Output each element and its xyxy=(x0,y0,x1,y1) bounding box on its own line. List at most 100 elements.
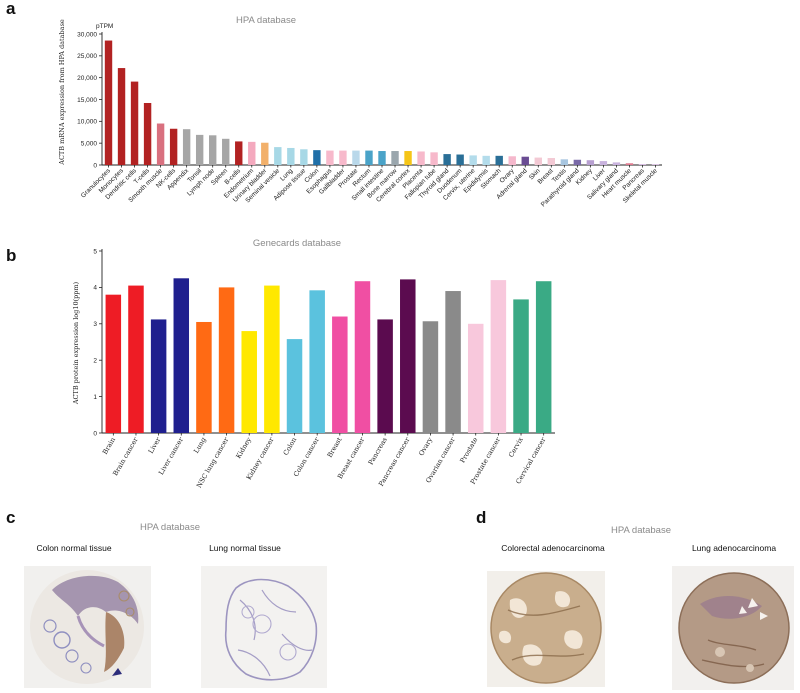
chart-a-bar xyxy=(625,163,634,165)
chart-a-unit: pTPM xyxy=(96,23,113,30)
chart-a-bar xyxy=(287,147,295,165)
chart-b-bar xyxy=(105,294,122,433)
chart-a-bar xyxy=(573,159,582,165)
chart-b-bar xyxy=(400,279,416,433)
chart-a-bar xyxy=(443,154,451,165)
lung-normal-tissue-image xyxy=(201,566,327,688)
chart-a-bar xyxy=(378,151,386,165)
chart-b-bar xyxy=(377,319,393,433)
chart-b-category-label: Brain xyxy=(101,435,117,455)
chart-a-bar xyxy=(638,164,647,165)
chart-a-bar xyxy=(586,160,595,165)
panel-a-letter: a xyxy=(6,0,16,18)
chart-b-ytick-label: 2 xyxy=(93,358,97,365)
chart-a-ytick-label: 15,000 xyxy=(77,97,97,104)
chart-a-bar xyxy=(143,102,152,165)
chart-b-ytick-label: 5 xyxy=(93,248,97,255)
chart-b-bar xyxy=(422,321,439,433)
lung-adenocarcinoma-image xyxy=(672,566,794,690)
chart-a-bar xyxy=(482,155,490,165)
chart-a-bar xyxy=(599,161,608,165)
panel-d-title: HPA database xyxy=(611,525,671,536)
chart-b-ytick-label: 4 xyxy=(93,285,97,292)
chart-b-ylabel: ACTB protein expression log10(ppm) xyxy=(72,281,80,405)
chart-b-bar xyxy=(332,316,348,433)
chart-b-bar xyxy=(445,291,461,433)
chart-a-bar xyxy=(547,158,556,165)
chart-a-bar xyxy=(651,164,660,165)
panel-c-title: HPA database xyxy=(140,522,200,533)
chart-b-bar xyxy=(218,287,235,433)
chart-b-ytick-label: 1 xyxy=(93,394,97,401)
chart-a-bar xyxy=(469,155,477,165)
chart-a-ytick-label: 20,000 xyxy=(77,75,97,82)
chart-b-category-label: Ovary xyxy=(417,436,434,458)
chart-b-bar xyxy=(513,299,529,433)
chart-b-category-label: Lung xyxy=(192,435,208,454)
chart-b-bar xyxy=(490,280,507,433)
chart-b-bar xyxy=(150,319,167,433)
chart-a-bar xyxy=(222,138,230,165)
chart-a-bar xyxy=(508,156,516,165)
panel-c-image1-title: Colon normal tissue xyxy=(36,543,111,553)
chart-a-bar xyxy=(248,141,256,165)
chart-a-ytick-label: 5,000 xyxy=(81,140,98,147)
chart-b-ytick-label: 3 xyxy=(93,321,97,328)
chart-a-ytick-label: 10,000 xyxy=(77,119,97,126)
colon-normal-tissue-image xyxy=(24,566,151,688)
chart-a-bar xyxy=(104,40,113,165)
chart-b-bar xyxy=(286,339,303,433)
chart-a-bar xyxy=(313,150,321,165)
chart-a-bar xyxy=(195,134,204,165)
chart-a-bar xyxy=(417,151,425,165)
chart-a-bar xyxy=(456,154,464,165)
chart-a-bar xyxy=(261,142,269,165)
chart-a-bar xyxy=(339,150,347,165)
chart-a-ytick-label: 30,000 xyxy=(77,31,97,38)
chart-b-category-label: Cervix xyxy=(507,436,525,459)
chart-a-bar xyxy=(274,147,282,165)
chart-a-bar xyxy=(521,156,529,165)
panel-d-image1-title: Colorectal adenocarcinoma xyxy=(501,543,605,553)
chart-a-bar xyxy=(365,150,373,165)
chart-b-category-label: Colon xyxy=(282,435,299,456)
chart-a-bar xyxy=(534,157,542,165)
chart-a-bar xyxy=(560,159,569,165)
chart-a-bar xyxy=(182,129,191,165)
panel-c-letter: c xyxy=(6,508,15,527)
chart-b-bar xyxy=(173,278,190,433)
chart-a-bar xyxy=(495,155,503,165)
panel-b-letter: b xyxy=(6,246,16,265)
chart-b-category-label: Liver xyxy=(147,435,163,455)
chart-b-bar xyxy=(535,281,552,433)
chart-b-title: Genecards database xyxy=(253,238,341,249)
chart-a-bar xyxy=(430,152,438,165)
chart-b-category-label: Prostate xyxy=(458,436,479,464)
chart-a-ytick-label: 25,000 xyxy=(77,53,97,60)
chart-b-category-label: Breast xyxy=(326,436,344,459)
chart-b-bar xyxy=(309,290,325,433)
chart-a-bar xyxy=(612,162,621,165)
chart-a-bar xyxy=(300,149,308,165)
chart-a-bar xyxy=(169,128,178,165)
chart-b-category-label: Pancreas xyxy=(367,435,389,466)
panel-c-image2-title: Lung normal tissue xyxy=(209,543,281,553)
chart-a-bar xyxy=(208,135,217,165)
chart-b-ytick-label: 0 xyxy=(93,430,97,437)
chart-a-title: HPA database xyxy=(236,15,296,26)
chart-a-ytick-label: 0 xyxy=(93,162,97,169)
chart-a-bar xyxy=(352,150,360,165)
chart-b-bar xyxy=(354,281,371,433)
chart-a-bar xyxy=(235,141,243,165)
chart-a-bar xyxy=(404,151,412,165)
panel-d-image2-title: Lung adenocarcinoma xyxy=(692,543,776,553)
chart-b-bar xyxy=(196,321,212,433)
chart-b-bar xyxy=(264,285,280,433)
panel-d-letter: d xyxy=(476,508,486,527)
chart-b-bar xyxy=(241,331,257,433)
chart-a-bar xyxy=(130,81,139,165)
chart-b-bar xyxy=(467,323,484,433)
chart-a-bar xyxy=(326,150,334,165)
